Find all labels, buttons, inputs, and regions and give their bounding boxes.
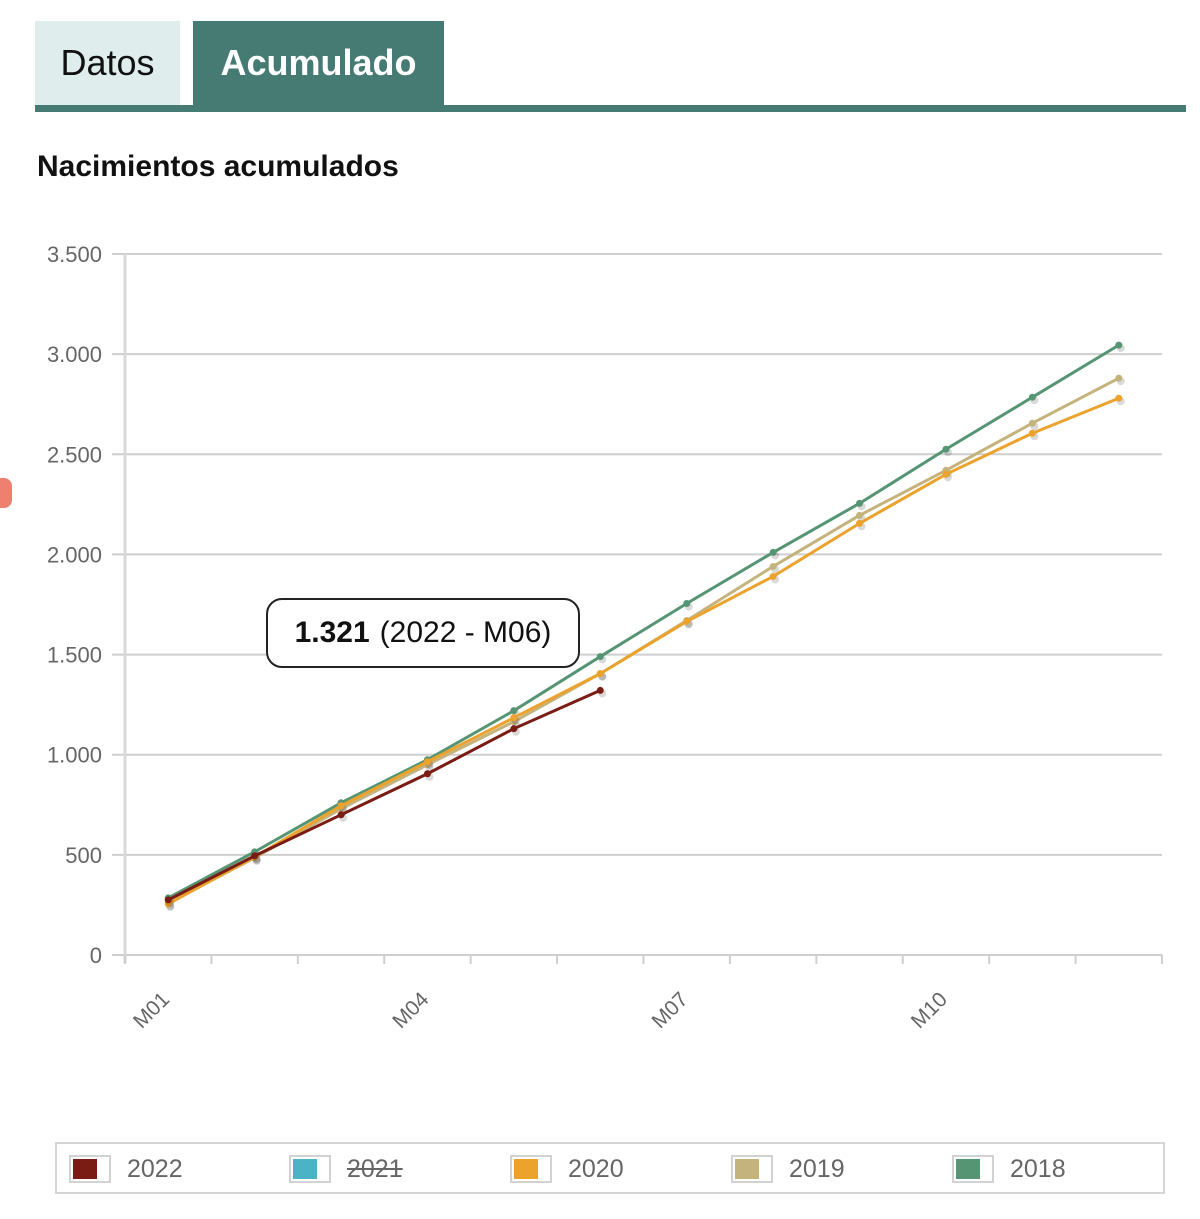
legend-label: 2020 [568, 1154, 624, 1183]
legend-item-2022[interactable]: 2022 [69, 1152, 183, 1186]
y-tick-label: 3.500 [47, 242, 102, 267]
x-tick-label: M04 [388, 988, 433, 1033]
legend-item-2019[interactable]: 2019 [731, 1152, 845, 1186]
x-tick-label: M01 [129, 988, 174, 1033]
data-point-2020[interactable] [510, 714, 518, 722]
series-line-2022[interactable] [167, 689, 601, 902]
legend-label: 2022 [127, 1154, 183, 1183]
legend-item-2021[interactable]: 2021 [289, 1152, 403, 1186]
y-tick-label: 2.500 [47, 442, 102, 467]
legend-item-2020[interactable]: 2020 [510, 1152, 624, 1186]
data-point-2019[interactable] [1028, 419, 1036, 427]
tab-bar: Datos Acumulado [35, 21, 1186, 112]
data-point-2018[interactable] [683, 599, 691, 607]
data-point-2020[interactable] [1028, 429, 1036, 437]
data-point-2018[interactable] [1028, 393, 1036, 401]
y-tick-label: 500 [65, 843, 102, 868]
tooltip-value: 1.321 [294, 616, 370, 649]
data-point-2022[interactable] [423, 770, 431, 778]
data-point-2018[interactable] [596, 653, 604, 661]
legend-item-2018[interactable]: 2018 [952, 1152, 1066, 1186]
data-point-2020[interactable] [942, 470, 950, 478]
legend-color [73, 1159, 97, 1179]
data-point-2022[interactable] [164, 896, 172, 904]
data-point-2019[interactable] [769, 562, 777, 570]
data-point-2020[interactable] [856, 519, 864, 527]
tab-datos[interactable]: Datos [35, 21, 180, 105]
series-line-2020[interactable] [167, 396, 1120, 906]
chart-tooltip: 1.321 (2022 - M06) [266, 598, 580, 668]
data-point-2020[interactable] [683, 618, 691, 626]
tab-underline [35, 105, 1186, 112]
y-tick-label: 1.500 [47, 643, 102, 668]
data-point-2020[interactable] [769, 572, 777, 580]
legend-swatch [69, 1155, 111, 1183]
data-point-2018[interactable] [769, 548, 777, 556]
tooltip-context: (2022 - M06) [379, 616, 552, 649]
data-point-2022[interactable] [251, 852, 259, 860]
legend-color [956, 1159, 980, 1179]
data-point-2022[interactable] [337, 811, 345, 819]
y-tick-label: 0 [90, 943, 102, 968]
line-chart: 0 500 1.000 1.500 2.000 2.500 3.000 3.500 M01 M04… [47, 242, 1163, 1033]
chart-title: Nacimientos acumulados [37, 150, 399, 183]
side-marker [0, 478, 12, 508]
data-point-2018[interactable] [942, 445, 950, 453]
series-line-2018[interactable] [167, 343, 1120, 900]
data-point-2019[interactable] [856, 511, 864, 519]
data-point-2018[interactable] [856, 499, 864, 507]
legend-label: 2019 [789, 1154, 845, 1183]
data-point-2022[interactable] [596, 686, 604, 694]
legend-color [735, 1159, 759, 1179]
x-tick-label: M10 [907, 988, 952, 1033]
legend-swatch [510, 1155, 552, 1183]
legend-swatch [731, 1155, 773, 1183]
legend-color [293, 1159, 317, 1179]
chart-legend: 2022 2021 2020 2019 2018 [55, 1142, 1165, 1194]
data-point-2022[interactable] [510, 725, 518, 733]
tab-acumulado[interactable]: Acumulado [193, 21, 444, 105]
legend-label: 2021 [347, 1154, 403, 1183]
data-point-2018[interactable] [1115, 341, 1123, 349]
data-point-2019[interactable] [1115, 374, 1123, 382]
y-tick-label: 2.000 [47, 542, 102, 567]
data-point-2020[interactable] [337, 802, 345, 810]
legend-swatch [952, 1155, 994, 1183]
y-tick-label: 1.000 [47, 743, 102, 768]
y-tick-label: 3.000 [47, 342, 102, 367]
x-tick-label: M07 [648, 988, 693, 1033]
data-point-2020[interactable] [423, 758, 431, 766]
legend-swatch [289, 1155, 331, 1183]
legend-label: 2018 [1010, 1154, 1066, 1183]
legend-color [514, 1159, 538, 1179]
data-point-2018[interactable] [510, 707, 518, 715]
data-point-2020[interactable] [596, 670, 604, 678]
data-point-2020[interactable] [1115, 394, 1123, 402]
